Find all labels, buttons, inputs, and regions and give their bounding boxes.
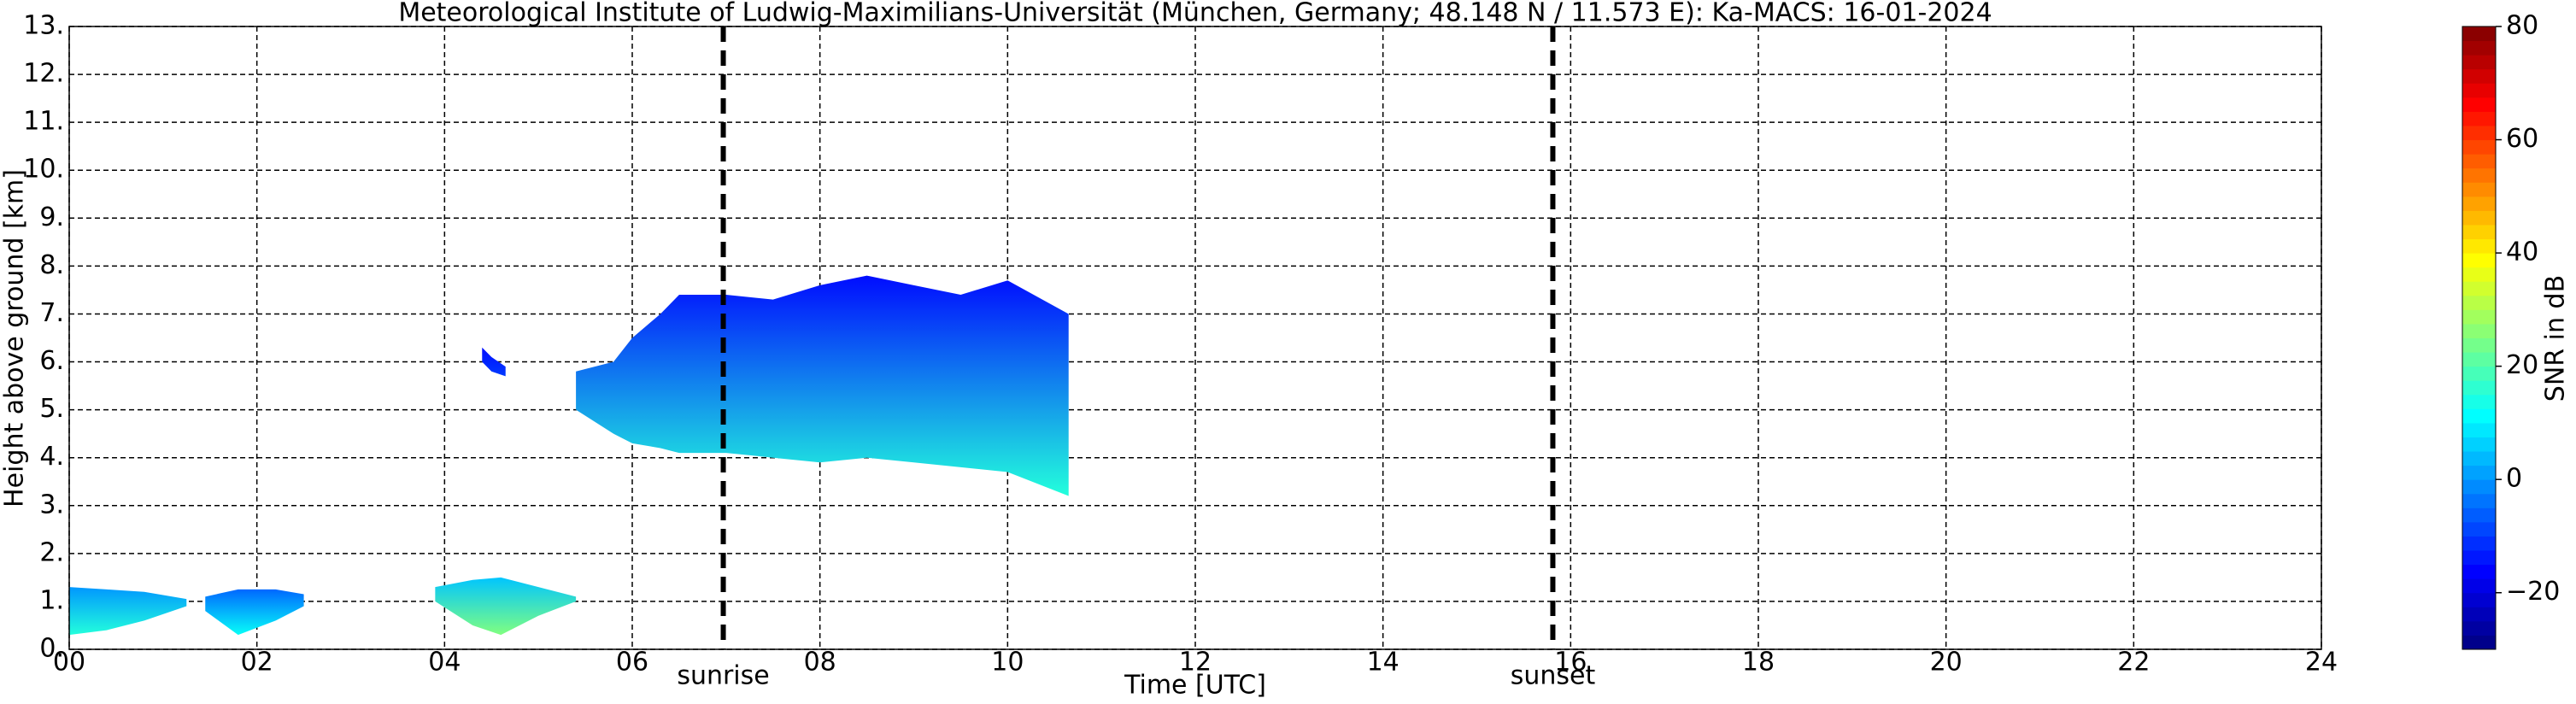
colorbar-step <box>2462 68 2496 84</box>
y-tick-label: 1. <box>39 585 64 615</box>
colorbar-step <box>2462 380 2496 396</box>
colorbar-tick-label: 60 <box>2506 124 2538 154</box>
colorbar-step <box>2462 83 2496 98</box>
colorbar-step <box>2462 465 2496 480</box>
x-tick-label: 12 <box>1179 648 1212 678</box>
colorbar-step <box>2462 40 2496 56</box>
event-label: sunset <box>1511 661 1596 691</box>
y-tick-label: 13. <box>23 11 64 41</box>
x-tick-label: 22 <box>2117 648 2150 678</box>
colorbar-step <box>2462 479 2496 495</box>
x-tick-label: 06 <box>616 648 648 678</box>
radar-echo <box>205 589 304 636</box>
y-tick-label: 12. <box>23 59 64 89</box>
x-tick-label: 10 <box>991 648 1024 678</box>
colorbar-tick-label: 0 <box>2506 464 2522 494</box>
radar-echo <box>576 275 1069 496</box>
colorbar-step <box>2462 451 2496 466</box>
colorbar-step <box>2462 26 2496 42</box>
y-axis-label: Height above ground [km] <box>0 169 30 507</box>
colorbar-step <box>2462 139 2496 155</box>
colorbar-step <box>2462 125 2496 141</box>
colorbar-step <box>2462 507 2496 523</box>
y-tick-label: 3. <box>39 490 64 519</box>
colorbar-step <box>2462 536 2496 551</box>
colorbar-label: SNR in dB <box>2541 275 2571 402</box>
y-tick-label: 8. <box>39 250 64 280</box>
y-tick-label: 9. <box>39 202 64 232</box>
radar-echo <box>482 347 506 377</box>
x-tick-label: 08 <box>804 648 836 678</box>
colorbar-step <box>2462 238 2496 254</box>
colorbar-step <box>2462 323 2496 338</box>
x-tick-label: 20 <box>1930 648 1963 678</box>
colorbar-step <box>2462 437 2496 452</box>
colorbar-step <box>2462 55 2496 70</box>
colorbar-frame <box>2462 26 2497 650</box>
colorbar-step <box>2462 352 2496 367</box>
colorbar-step <box>2462 210 2496 226</box>
colorbar-step <box>2462 111 2496 126</box>
colorbar-step <box>2462 154 2496 169</box>
colorbar-step <box>2462 422 2496 437</box>
colorbar-step <box>2462 592 2496 607</box>
y-tick-label: 0. <box>39 634 64 664</box>
colorbar-step <box>2462 366 2496 381</box>
colorbar-step <box>2462 309 2496 325</box>
colorbar-step <box>2462 267 2496 282</box>
colorbar-step <box>2462 550 2496 566</box>
colorbar-tick-label: −20 <box>2506 577 2560 607</box>
x-tick-label: 04 <box>428 648 461 678</box>
colorbar-step <box>2462 281 2496 296</box>
y-tick-label: 7. <box>39 298 64 328</box>
y-tick-label: 10. <box>23 155 64 185</box>
x-tick-label: 02 <box>241 648 273 678</box>
colorbar-tick-label: 40 <box>2506 238 2538 267</box>
y-tick-label: 4. <box>39 442 64 472</box>
colorbar-step <box>2462 97 2496 112</box>
colorbar-step <box>2462 167 2496 183</box>
chart-title: Meteorological Institute of Ludwig-Maxim… <box>398 0 1992 28</box>
colorbar-step <box>2462 224 2496 240</box>
colorbar-step <box>2462 337 2496 353</box>
y-tick-label: 6. <box>39 346 64 376</box>
colorbar-tick-label: 80 <box>2506 11 2538 41</box>
colorbar-step <box>2462 635 2496 650</box>
colorbar-step <box>2462 521 2496 537</box>
x-tick-label: 24 <box>2305 648 2338 678</box>
radar-echo <box>435 577 577 636</box>
colorbar-step <box>2462 182 2496 197</box>
colorbar-step <box>2462 620 2496 636</box>
x-axis-label: Time [UTC] <box>1124 671 1266 701</box>
y-tick-label: 5. <box>39 394 64 424</box>
x-tick-label: 16 <box>1554 648 1587 678</box>
colorbar-step <box>2462 253 2496 268</box>
colorbar-step <box>2462 493 2496 508</box>
colorbar-step <box>2462 408 2496 424</box>
x-tick-label: 00 <box>53 648 85 678</box>
colorbar-step <box>2462 295 2496 310</box>
x-tick-label: 14 <box>1367 648 1399 678</box>
colorbar-tick-label: 20 <box>2506 350 2538 380</box>
x-tick-label: 18 <box>1742 648 1775 678</box>
colorbar-step <box>2462 196 2496 211</box>
colorbar-step <box>2462 607 2496 622</box>
colorbar-step <box>2462 578 2496 594</box>
colorbar-step <box>2462 564 2496 579</box>
event-label: sunrise <box>677 661 769 691</box>
plot-frame <box>68 26 2322 650</box>
colorbar-step <box>2462 394 2496 409</box>
y-tick-label: 2. <box>39 537 64 567</box>
y-tick-label: 11. <box>23 107 64 137</box>
radar-echo <box>69 587 187 636</box>
